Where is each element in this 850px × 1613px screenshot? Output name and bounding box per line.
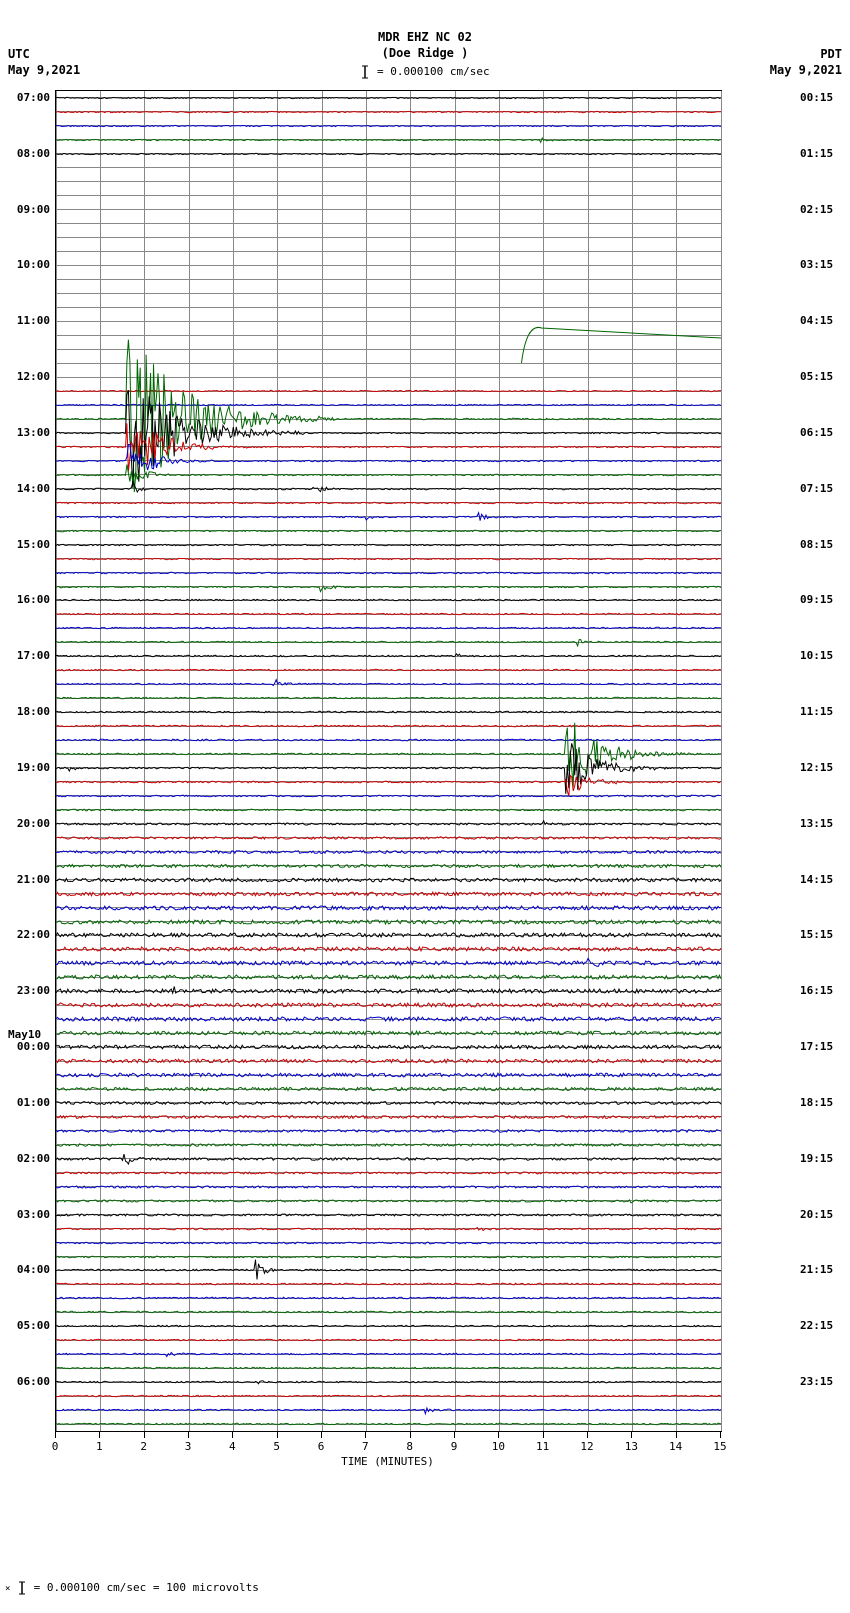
utc-hour-label: 02:00 bbox=[10, 1152, 50, 1165]
pdt-hour-label: 13:15 bbox=[800, 817, 840, 830]
utc-hour-label: 16:00 bbox=[10, 593, 50, 606]
x-tick-label: 8 bbox=[406, 1440, 413, 1453]
pdt-hour-label: 19:15 bbox=[800, 1152, 840, 1165]
pdt-hour-label: 01:15 bbox=[800, 147, 840, 160]
utc-hour-label: 18:00 bbox=[10, 705, 50, 718]
utc-hour-label: 04:00 bbox=[10, 1263, 50, 1276]
x-tick-label: 5 bbox=[273, 1440, 280, 1453]
seismic-trace bbox=[56, 1324, 721, 1524]
pdt-hour-label: 18:15 bbox=[800, 1096, 840, 1109]
pdt-hour-label: 06:15 bbox=[800, 426, 840, 439]
pdt-hour-label: 20:15 bbox=[800, 1208, 840, 1221]
x-axis: TIME (MINUTES) 0123456789101112131415 bbox=[55, 1430, 720, 1470]
utc-hour-label: 20:00 bbox=[10, 817, 50, 830]
x-tick-label: 3 bbox=[185, 1440, 192, 1453]
x-tick-label: 9 bbox=[451, 1440, 458, 1453]
x-tick-label: 4 bbox=[229, 1440, 236, 1453]
tz-right-label: PDT bbox=[770, 47, 842, 63]
utc-hour-label: 21:00 bbox=[10, 873, 50, 886]
footer-text: = 0.000100 cm/sec = 100 microvolts bbox=[27, 1581, 259, 1594]
pdt-hour-label: 23:15 bbox=[800, 1375, 840, 1388]
utc-hour-label: 15:00 bbox=[10, 538, 50, 551]
pdt-hour-label: 11:15 bbox=[800, 705, 840, 718]
footer-scale: × = 0.000100 cm/sec = 100 microvolts bbox=[5, 1581, 259, 1595]
utc-hour-label: 06:00 bbox=[10, 1375, 50, 1388]
midnight-date-label: May10 bbox=[8, 1028, 41, 1041]
x-tick-label: 1 bbox=[96, 1440, 103, 1453]
pdt-hour-label: 22:15 bbox=[800, 1319, 840, 1332]
utc-hour-label: 14:00 bbox=[10, 482, 50, 495]
pdt-hour-label: 16:15 bbox=[800, 984, 840, 997]
x-tick-label: 14 bbox=[669, 1440, 682, 1453]
footer-scale-bar-icon bbox=[17, 1581, 27, 1595]
utc-hour-label: 00:00 bbox=[10, 1040, 50, 1053]
pdt-hour-label: 00:15 bbox=[800, 91, 840, 104]
x-tick-label: 2 bbox=[140, 1440, 147, 1453]
pdt-hour-label: 03:15 bbox=[800, 258, 840, 271]
date-right-label: May 9,2021 bbox=[770, 63, 842, 79]
utc-hour-label: 22:00 bbox=[10, 928, 50, 941]
x-axis-label: TIME (MINUTES) bbox=[55, 1455, 720, 1468]
plot-area bbox=[55, 90, 722, 1432]
utc-hour-label: 19:00 bbox=[10, 761, 50, 774]
pdt-hour-label: 08:15 bbox=[800, 538, 840, 551]
utc-hour-label: 11:00 bbox=[10, 314, 50, 327]
utc-hour-label: 12:00 bbox=[10, 370, 50, 383]
x-tick-label: 10 bbox=[492, 1440, 505, 1453]
pdt-hour-label: 07:15 bbox=[800, 482, 840, 495]
utc-hour-label: 08:00 bbox=[10, 147, 50, 160]
pdt-hour-label: 17:15 bbox=[800, 1040, 840, 1053]
utc-hour-label: 05:00 bbox=[10, 1319, 50, 1332]
pdt-hour-label: 09:15 bbox=[800, 593, 840, 606]
timezone-right: PDT May 9,2021 bbox=[770, 47, 842, 78]
utc-hour-label: 07:00 bbox=[10, 91, 50, 104]
utc-hour-label: 17:00 bbox=[10, 649, 50, 662]
pdt-hour-label: 02:15 bbox=[800, 203, 840, 216]
pdt-hour-label: 14:15 bbox=[800, 873, 840, 886]
utc-hour-label: 23:00 bbox=[10, 984, 50, 997]
pdt-hour-label: 04:15 bbox=[800, 314, 840, 327]
x-tick-label: 7 bbox=[362, 1440, 369, 1453]
utc-hour-label: 01:00 bbox=[10, 1096, 50, 1109]
x-tick-label: 11 bbox=[536, 1440, 549, 1453]
pdt-hour-label: 12:15 bbox=[800, 761, 840, 774]
utc-hour-label: 13:00 bbox=[10, 426, 50, 439]
utc-hour-label: 03:00 bbox=[10, 1208, 50, 1221]
x-tick-label: 13 bbox=[625, 1440, 638, 1453]
pdt-hour-label: 10:15 bbox=[800, 649, 840, 662]
seismic-trace bbox=[56, 54, 721, 254]
x-tick-label: 15 bbox=[713, 1440, 726, 1453]
x-tick-label: 0 bbox=[52, 1440, 59, 1453]
x-tick-label: 12 bbox=[580, 1440, 593, 1453]
utc-hour-label: 09:00 bbox=[10, 203, 50, 216]
pdt-hour-label: 05:15 bbox=[800, 370, 840, 383]
utc-hour-label: 10:00 bbox=[10, 258, 50, 271]
seismogram-container: MDR EHZ NC 02 (Doe Ridge ) = 0.000100 cm… bbox=[0, 0, 850, 1613]
x-tick-label: 6 bbox=[318, 1440, 325, 1453]
pdt-hour-label: 15:15 bbox=[800, 928, 840, 941]
pdt-hour-label: 21:15 bbox=[800, 1263, 840, 1276]
